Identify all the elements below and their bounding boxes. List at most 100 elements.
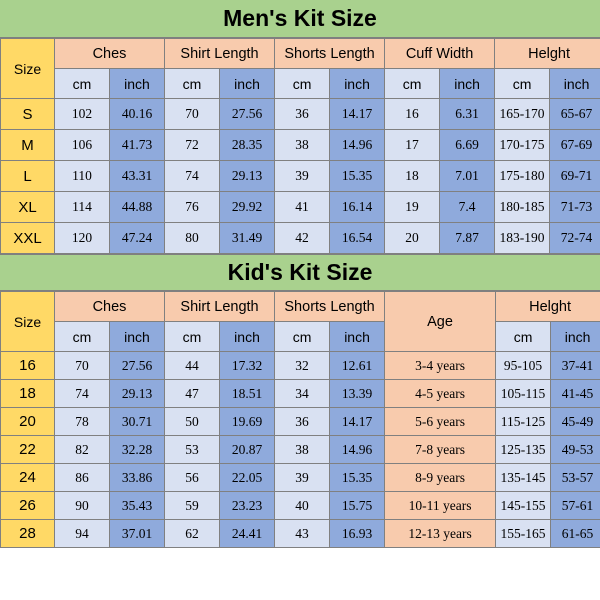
kids-cell-chest-inch: 32.28 (108, 435, 166, 464)
kids-cell-height-inch: 37-41 (550, 351, 600, 380)
kids-cell-chest-cm: 86 (54, 463, 110, 492)
mens-cell-height-inch: 65-67 (549, 98, 600, 130)
kids-cell-shorts-cm: 32 (274, 351, 331, 380)
mens-cell-cuff-inch: 6.31 (439, 98, 496, 130)
mens-cell-chest-inch: 47.24 (108, 222, 166, 254)
mens-cell-shorts-inch: 16.14 (329, 191, 386, 223)
mens-cell-shirt-inch: 31.49 (219, 222, 276, 254)
mens-unit-shorts-cm: cm (274, 68, 331, 99)
mens-unit-shorts-inch: inch (329, 68, 386, 99)
kids-header-row-units: cm inch cm inch cm inch cm inch (1, 321, 600, 352)
mens-cell-height-inch: 67-69 (549, 129, 600, 161)
mens-cell-shirt-inch: 29.92 (219, 191, 276, 223)
kids-cell-shorts-inch: 16.93 (329, 519, 386, 548)
kids-unit-shirt-cm: cm (164, 321, 221, 352)
table-row: 16 70 27.56 44 17.32 32 12.61 3-4 years … (0, 351, 600, 380)
mens-cell-shorts-inch: 15.35 (329, 160, 386, 192)
mens-cell-size: M (0, 129, 55, 161)
table-row: 28 94 37.01 62 24.41 43 16.93 12-13 year… (0, 519, 600, 548)
mens-header-group-shirt-length: Shirt Length (164, 38, 276, 69)
table-row: 20 78 30.71 50 19.69 36 14.17 5-6 years … (0, 407, 600, 436)
kids-table-body: 16 70 27.56 44 17.32 32 12.61 3-4 years … (0, 351, 600, 548)
mens-cell-cuff-cm: 18 (384, 160, 441, 192)
kids-header-group-age: Age (384, 291, 497, 352)
mens-cell-chest-cm: 110 (54, 160, 110, 192)
mens-cell-cuff-inch: 6.69 (439, 129, 496, 161)
kids-cell-height-inch: 61-65 (550, 519, 600, 548)
kids-cell-chest-inch: 27.56 (108, 351, 166, 380)
mens-cell-height-inch: 72-74 (549, 222, 600, 254)
mens-cell-chest-inch: 44.88 (108, 191, 166, 223)
mens-cell-chest-cm: 102 (54, 98, 110, 130)
mens-cell-cuff-inch: 7.01 (439, 160, 496, 192)
mens-size-table: Size Ches Shirt Length Shorts Length Cuf… (0, 38, 600, 254)
mens-header-group-shorts-length: Shorts Length (274, 38, 386, 69)
kids-cell-shirt-cm: 53 (164, 435, 221, 464)
mens-cell-cuff-inch: 7.87 (439, 222, 496, 254)
kids-cell-shorts-cm: 34 (274, 379, 331, 408)
kids-unit-chest-cm: cm (54, 321, 110, 352)
table-row: 24 86 33.86 56 22.05 39 15.35 8-9 years … (0, 463, 600, 492)
mens-cell-shorts-inch: 14.17 (329, 98, 386, 130)
kids-cell-chest-inch: 29.13 (108, 379, 166, 408)
mens-kit-size-title: Men's Kit Size (0, 0, 600, 38)
kids-header-group-shorts-length: Shorts Length (274, 291, 386, 322)
mens-cell-shorts-inch: 14.96 (329, 129, 386, 161)
mens-cell-shirt-inch: 29.13 (219, 160, 276, 192)
mens-cell-size: XXL (0, 222, 55, 254)
mens-cell-size: L (0, 160, 55, 192)
kids-cell-age: 3-4 years (384, 351, 497, 380)
kids-cell-size: 22 (0, 435, 55, 464)
mens-header-group-height: Helght (494, 38, 600, 69)
mens-cell-shirt-cm: 74 (164, 160, 221, 192)
kids-cell-height-inch: 45-49 (550, 407, 600, 436)
kids-cell-height-inch: 57-61 (550, 491, 600, 520)
kids-cell-shorts-inch: 15.75 (329, 491, 386, 520)
mens-unit-shirt-inch: inch (219, 68, 276, 99)
mens-unit-cuff-inch: inch (439, 68, 496, 99)
kids-cell-chest-inch: 30.71 (108, 407, 166, 436)
kids-cell-shirt-inch: 18.51 (219, 379, 276, 408)
kids-cell-shorts-inch: 14.96 (329, 435, 386, 464)
kids-cell-size: 26 (0, 491, 55, 520)
kids-header-group-height: Helght (495, 291, 600, 322)
kids-cell-height-inch: 53-57 (550, 463, 600, 492)
kids-cell-shorts-inch: 15.35 (329, 463, 386, 492)
kids-header-size: Size (0, 291, 55, 352)
kids-cell-chest-cm: 90 (54, 491, 110, 520)
mens-cell-cuff-cm: 17 (384, 129, 441, 161)
mens-cell-height-inch: 71-73 (549, 191, 600, 223)
kids-cell-shirt-cm: 62 (164, 519, 221, 548)
mens-cell-shirt-cm: 70 (164, 98, 221, 130)
table-row: XL 114 44.88 76 29.92 41 16.14 19 7.4 18… (0, 191, 600, 223)
kids-cell-chest-inch: 35.43 (108, 491, 166, 520)
mens-header-size: Size (0, 38, 55, 99)
kids-cell-height-cm: 155-165 (495, 519, 552, 548)
kids-cell-chest-cm: 94 (54, 519, 110, 548)
mens-cell-shirt-cm: 72 (164, 129, 221, 161)
kids-cell-height-inch: 49-53 (550, 435, 600, 464)
mens-cell-cuff-cm: 19 (384, 191, 441, 223)
mens-cell-shorts-cm: 42 (274, 222, 331, 254)
kids-unit-shorts-cm: cm (274, 321, 331, 352)
kids-cell-shorts-cm: 39 (274, 463, 331, 492)
kids-cell-size: 20 (0, 407, 55, 436)
kids-cell-height-inch: 41-45 (550, 379, 600, 408)
kids-cell-height-cm: 105-115 (495, 379, 552, 408)
mens-cell-height-cm: 180-185 (494, 191, 551, 223)
kids-unit-chest-inch: inch (108, 321, 166, 352)
kids-cell-shirt-inch: 23.23 (219, 491, 276, 520)
kids-cell-height-cm: 145-155 (495, 491, 552, 520)
kids-cell-age: 12-13 years (384, 519, 497, 548)
kids-cell-size: 18 (0, 379, 55, 408)
mens-cell-chest-inch: 41.73 (108, 129, 166, 161)
mens-unit-height-cm: cm (494, 68, 551, 99)
mens-header-group-chest: Ches (53, 38, 166, 69)
kids-cell-height-cm: 125-135 (495, 435, 552, 464)
kids-cell-shorts-cm: 43 (274, 519, 331, 548)
table-row: 18 74 29.13 47 18.51 34 13.39 4-5 years … (0, 379, 600, 408)
kids-cell-chest-cm: 82 (54, 435, 110, 464)
mens-cell-height-cm: 170-175 (494, 129, 551, 161)
mens-cell-chest-cm: 106 (54, 129, 110, 161)
